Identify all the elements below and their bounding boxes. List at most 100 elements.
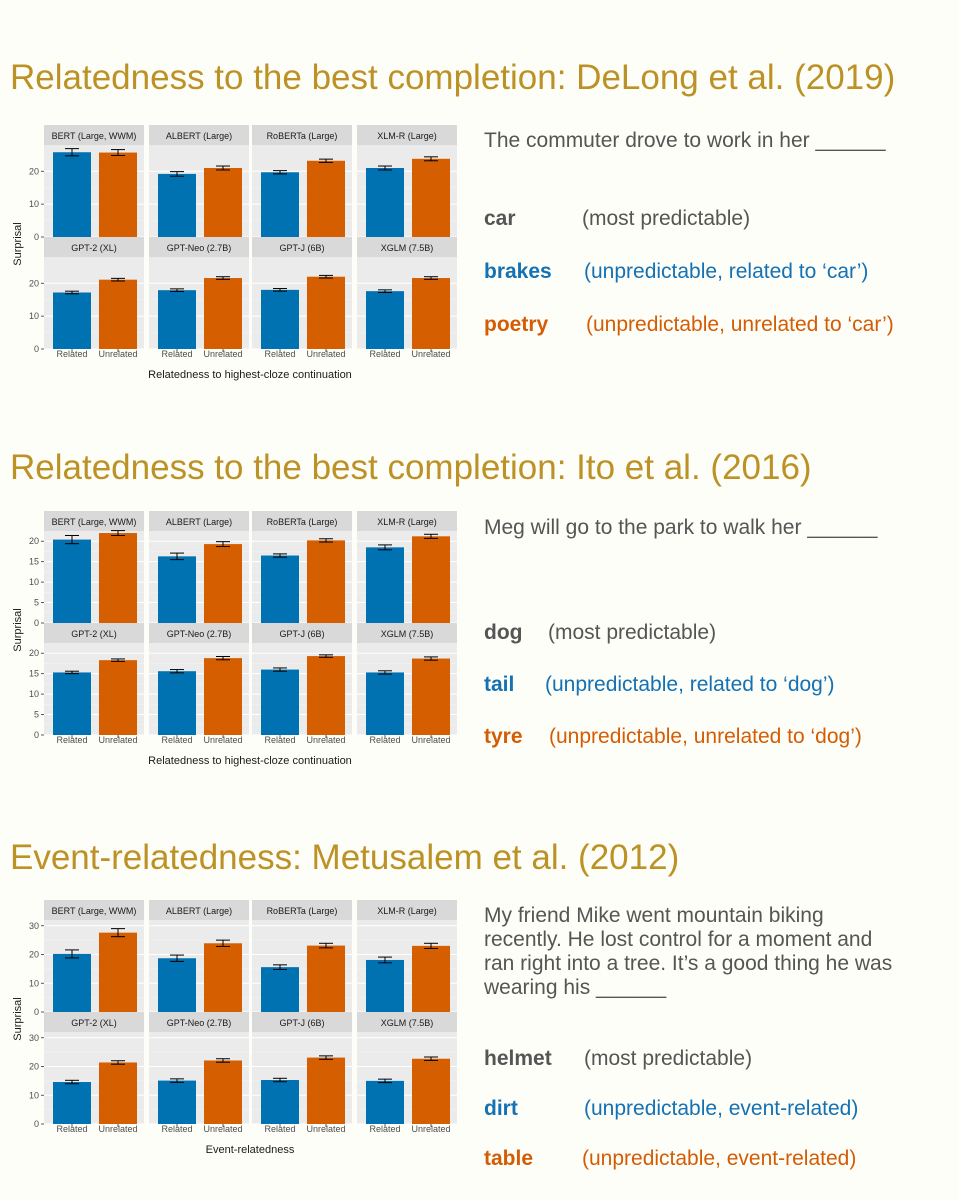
facet-label: BERT (Large, WWM): [52, 517, 137, 527]
bar-related: [158, 173, 196, 237]
bar-related: [261, 1080, 299, 1124]
bar-related: [53, 152, 91, 237]
bar-related: [53, 539, 91, 623]
x-tick-label: Related: [161, 735, 192, 745]
y-tick-label: 0: [34, 618, 39, 628]
facet-strip: [252, 1012, 352, 1032]
x-tick-label: Unrelated: [306, 1124, 345, 1134]
bar-related: [261, 555, 299, 623]
x-axis-title: Relatedness to highest-cloze continuatio…: [148, 755, 352, 767]
bar-unrelated: [204, 278, 242, 349]
facet-label: GPT-2 (XL): [71, 629, 117, 639]
candidate-description: (unpredictable, unrelated to ‘dog’): [549, 725, 862, 748]
facet-label: ALBERT (Large): [166, 517, 232, 527]
x-tick-label: Related: [56, 735, 87, 745]
x-tick-label: Related: [56, 349, 87, 359]
bar-unrelated: [412, 158, 450, 237]
y-tick-label: 20: [29, 1062, 39, 1072]
candidate-description: (unpredictable, related to ‘car’): [584, 260, 869, 283]
facet-strip: [149, 623, 249, 643]
candidate-word: tail: [484, 673, 515, 696]
facet-strip: [357, 125, 457, 145]
facet-label: XLM-R (Large): [377, 906, 437, 916]
surprisal-bar-chart: Surprisal Event-relatedness BERT (Large, W…: [12, 900, 457, 1156]
facet-strip: [357, 1012, 457, 1032]
bar-unrelated: [204, 544, 242, 623]
facet-strip: [44, 623, 144, 643]
x-tick-label: Unrelated: [306, 735, 345, 745]
facet-label: GPT-2 (XL): [71, 1018, 117, 1028]
facet-label: ALBERT (Large): [166, 906, 232, 916]
x-tick-label: Unrelated: [203, 1124, 242, 1134]
bar-unrelated: [307, 540, 345, 623]
facet-strip: [252, 900, 352, 920]
sentence-prompt: Meg will go to the park to walk her ____…: [484, 516, 878, 539]
candidate-description: (most predictable): [548, 621, 717, 644]
bar-unrelated: [307, 160, 345, 237]
bar-related: [366, 959, 404, 1012]
bar-unrelated: [204, 943, 242, 1012]
facet-strip: [149, 900, 249, 920]
bar-unrelated: [412, 945, 450, 1012]
bar-unrelated: [99, 932, 137, 1012]
candidate-description: (unpredictable, unrelated to ‘car’): [586, 313, 894, 336]
x-tick-label: Unrelated: [411, 1124, 450, 1134]
facet-label: GPT-J (6B): [279, 243, 324, 253]
sentence-prompt: The commuter drove to work in her ______: [484, 129, 886, 152]
facet-strip: [252, 237, 352, 257]
x-tick-label: Related: [369, 735, 400, 745]
y-tick-label: 10: [29, 311, 39, 321]
bar-related: [366, 547, 404, 623]
y-tick-label: 15: [29, 669, 39, 679]
candidate-description: (unpredictable, related to ‘dog’): [545, 673, 835, 696]
facet-label: GPT-J (6B): [279, 1018, 324, 1028]
bar-related: [261, 172, 299, 237]
y-tick-label: 5: [34, 598, 39, 608]
bar-unrelated: [412, 1058, 450, 1124]
x-axis-title: Event-relatedness: [206, 1144, 295, 1156]
x-tick-label: Unrelated: [411, 349, 450, 359]
bar-unrelated: [99, 1062, 137, 1124]
bar-related: [53, 292, 91, 349]
y-tick-label: 20: [29, 950, 39, 960]
facet-strip: [357, 900, 457, 920]
bar-related: [158, 290, 196, 349]
bar-related: [53, 1082, 91, 1124]
surprisal-bar-chart: Surprisal Relatedness to highest-cloze co…: [12, 125, 457, 381]
y-tick-label: 0: [34, 344, 39, 354]
bar-unrelated: [204, 1060, 242, 1124]
bar-unrelated: [99, 533, 137, 623]
facet-strip: [357, 623, 457, 643]
facet-label: RoBERTa (Large): [267, 131, 338, 141]
candidate-word: helmet: [484, 1047, 552, 1070]
x-tick-label: Unrelated: [203, 349, 242, 359]
x-tick-label: Related: [264, 735, 295, 745]
bar-related: [158, 958, 196, 1012]
facet-label: XGLM (7.5B): [381, 629, 434, 639]
bar-unrelated: [204, 168, 242, 237]
x-tick-label: Unrelated: [411, 735, 450, 745]
y-tick-label: 20: [29, 648, 39, 658]
bar-unrelated: [204, 658, 242, 735]
bar-unrelated: [412, 658, 450, 735]
y-tick-label: 10: [29, 689, 39, 699]
bar-related: [261, 289, 299, 349]
candidate-word: poetry: [484, 313, 549, 336]
y-tick-label: 20: [29, 278, 39, 288]
bar-related: [366, 1080, 404, 1124]
sentence-prompt: My friend Mike went mountain biking rece…: [484, 904, 893, 999]
facet-label: XGLM (7.5B): [381, 1018, 434, 1028]
y-tick-label: 20: [29, 166, 39, 176]
facet-label: XLM-R (Large): [377, 131, 437, 141]
facet-label: GPT-Neo (2.7B): [167, 243, 232, 253]
facet-strip: [252, 623, 352, 643]
facet-label: GPT-J (6B): [279, 629, 324, 639]
facet-label: XGLM (7.5B): [381, 243, 434, 253]
bar-unrelated: [307, 656, 345, 735]
bar-related: [158, 1080, 196, 1124]
surprisal-bar-chart: Surprisal Relatedness to highest-cloze co…: [12, 511, 457, 767]
facet-strip: [357, 511, 457, 531]
x-tick-label: Unrelated: [306, 349, 345, 359]
bar-related: [366, 291, 404, 349]
bar-unrelated: [307, 1057, 345, 1124]
